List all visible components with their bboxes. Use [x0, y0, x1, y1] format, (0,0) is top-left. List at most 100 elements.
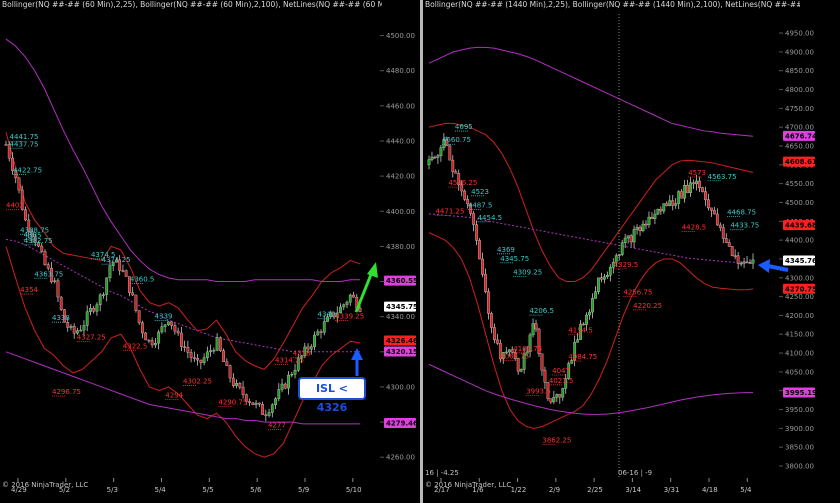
candle-body	[82, 325, 86, 331]
x-tick-label: 3/14	[625, 486, 641, 494]
candle-body	[342, 304, 346, 308]
candle-body	[322, 321, 326, 333]
candle-body	[611, 261, 615, 268]
chart-panel-1440min[interactable]: Bollinger(NQ ##-## (1440 Min),2,25), Bol…	[423, 0, 840, 503]
candle-body	[561, 388, 565, 398]
value-label: 4106.75	[513, 345, 542, 353]
price-badge-label: 4608.61	[785, 158, 817, 166]
value-label: 3862.25	[542, 437, 571, 445]
candle-body	[430, 156, 434, 160]
candle-body	[510, 349, 514, 353]
candle-body	[579, 323, 582, 340]
candle-body	[540, 353, 544, 371]
candle-body	[66, 322, 70, 328]
candle-body	[102, 294, 105, 296]
candle-body	[454, 171, 458, 174]
value-label: 4563.75	[708, 173, 737, 181]
y-tick-label: 4850.00	[785, 67, 814, 75]
candle-body	[629, 235, 633, 243]
y-tick-label: 4400.00	[785, 237, 814, 245]
candle-body	[469, 203, 473, 214]
candle-body	[332, 312, 336, 318]
candle-body	[309, 346, 313, 350]
candle-body	[709, 207, 713, 211]
chart-panel-60min[interactable]: Bollinger(NQ ##-## (60 Min),2,25), Bolli…	[0, 0, 420, 503]
candle-body	[546, 382, 550, 399]
value-label: 3993.5	[526, 387, 551, 395]
candle-body	[600, 277, 603, 280]
candle-body	[270, 404, 274, 413]
bollinger-25-upper-line	[428, 122, 754, 283]
value-label: 4220.25	[633, 302, 662, 310]
value-label: 4487.5	[468, 201, 493, 209]
x-tick-label: 2/9	[549, 486, 560, 494]
candle-body	[76, 330, 79, 334]
y-tick-label: 3900.00	[785, 425, 814, 433]
y-tick-label: 4480.00	[386, 67, 415, 75]
price-badge-label: 4360.55	[386, 277, 418, 285]
candle-body	[668, 200, 672, 206]
y-tick-label: 4340.00	[386, 313, 415, 321]
candle-body	[189, 352, 193, 358]
candle-body	[228, 365, 232, 379]
candle-body	[564, 378, 568, 389]
candle-body	[588, 311, 591, 316]
candle-body	[626, 235, 630, 239]
x-tick-label: 5/6	[250, 486, 262, 494]
value-label: 4388.75	[20, 226, 49, 234]
x-tick-label: 2/17	[434, 486, 450, 494]
chart-svg[interactable]: 4950.00 4900.00 4850.00 4800.00 4750.00 4700.…	[423, 0, 840, 503]
candle-body	[277, 389, 281, 399]
candle-body	[445, 139, 449, 147]
value-label: 4290.75	[218, 399, 247, 407]
candle-body	[313, 334, 316, 347]
value-label: 4695	[455, 123, 473, 131]
candle-body	[238, 383, 242, 388]
candle-body	[147, 339, 151, 342]
candle-body	[686, 185, 690, 194]
candle-body	[614, 255, 618, 263]
candle-body	[37, 242, 40, 247]
candle-body	[43, 251, 47, 265]
candle-body	[427, 159, 431, 166]
value-label: 4660.75	[442, 136, 471, 144]
candle-body	[46, 264, 50, 269]
candle-body	[620, 242, 624, 255]
candle-body	[98, 294, 102, 306]
x-tick-label: 5/9	[298, 486, 309, 494]
candle-body	[683, 185, 687, 199]
candle-body	[274, 398, 277, 405]
chart-svg[interactable]: 4500.00 4480.00 4460.00 4440.00 4420.00 4400.…	[0, 0, 420, 503]
value-label: 4573	[688, 169, 706, 177]
value-label: 4339	[155, 312, 173, 320]
candle-body	[742, 261, 746, 264]
y-tick-label: 4260.00	[386, 454, 415, 462]
y-tick-label: 4100.00	[785, 350, 814, 358]
candle-body	[261, 404, 264, 415]
candle-body	[495, 339, 499, 344]
candle-body	[507, 349, 511, 353]
panel-divider[interactable]	[420, 0, 423, 503]
price-badge-label: 4345.76	[785, 257, 817, 265]
candle-body	[118, 259, 122, 271]
y-tick-label: 4750.00	[785, 105, 814, 113]
value-label: 4021.5	[549, 377, 574, 385]
isl-annotation-box: ISL < 4326	[298, 377, 366, 414]
candle-body	[602, 276, 606, 280]
bollinger-100-upper-line	[428, 46, 754, 137]
candle-body	[7, 144, 11, 159]
y-tick-label: 4500.00	[386, 32, 415, 40]
price-badge	[783, 220, 815, 231]
candle-body	[358, 307, 362, 312]
candle-body	[95, 304, 99, 312]
candle-body	[460, 184, 464, 192]
value-label: 4523	[471, 188, 489, 196]
candle-body	[183, 346, 187, 348]
candle-body	[121, 270, 125, 272]
y-tick-label: 4200.00	[785, 312, 814, 320]
candle-body	[724, 238, 728, 243]
candle-body	[105, 277, 109, 295]
candle-body	[701, 187, 704, 192]
y-tick-label: 3850.00	[785, 444, 814, 452]
candle-body	[27, 219, 31, 232]
